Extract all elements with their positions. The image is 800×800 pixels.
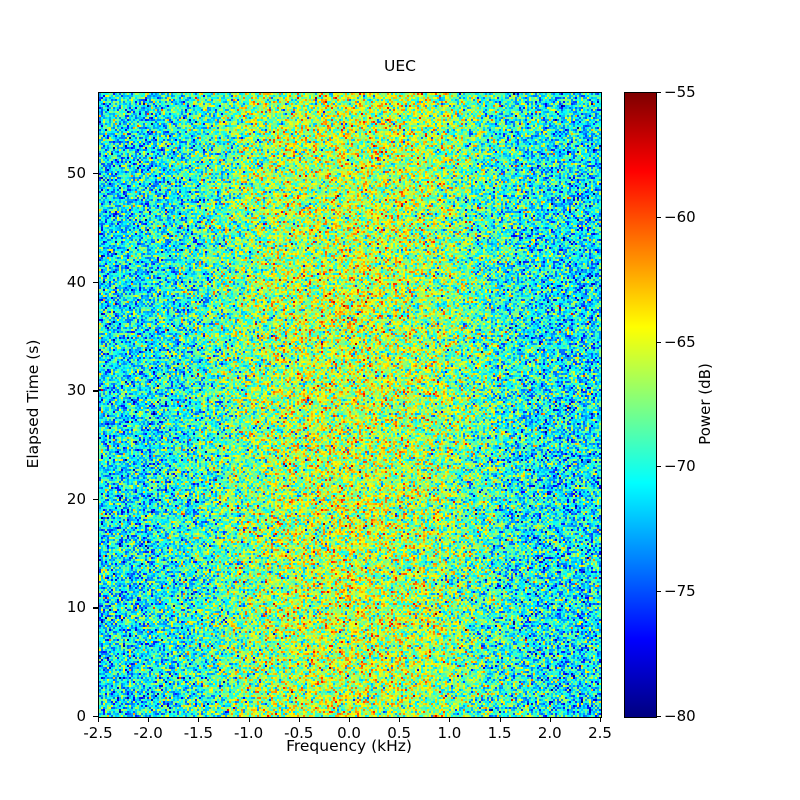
colorbar-tick-mark bbox=[656, 466, 661, 468]
y-tick-label: 0 bbox=[76, 707, 86, 725]
x-tick-label: 0.0 bbox=[337, 724, 361, 742]
y-tick-mark bbox=[93, 281, 98, 283]
y-tick-label: 50 bbox=[66, 164, 86, 183]
x-tick-label: 2.0 bbox=[537, 724, 562, 742]
colorbar-tick-label: −80 bbox=[664, 707, 696, 725]
y-tick-mark bbox=[93, 498, 98, 501]
y-tick-mark bbox=[93, 390, 98, 392]
colorbar-label: Power (dB) bbox=[696, 363, 714, 445]
spectrogram-image bbox=[99, 93, 601, 717]
colorbar-tick-mark bbox=[656, 716, 661, 718]
x-tick-label: -1.5 bbox=[183, 724, 214, 742]
y-tick-label: 40 bbox=[66, 272, 86, 291]
x-tick-mark bbox=[248, 717, 250, 722]
colorbar-tick-mark bbox=[656, 341, 661, 343]
colorbar-tick-label: −55 bbox=[664, 83, 696, 101]
y-tick-mark bbox=[93, 173, 98, 175]
colorbar-tick-label: −60 bbox=[664, 207, 696, 226]
x-tick-label: 0.5 bbox=[387, 724, 412, 742]
title-line-device: UEC bbox=[384, 57, 416, 75]
x-tick-label: -2.0 bbox=[133, 724, 163, 742]
x-tick-label: -2.5 bbox=[83, 724, 113, 742]
spectrogram-axes bbox=[98, 92, 602, 718]
x-axis-label: Frequency (kHz) bbox=[286, 737, 412, 755]
x-tick-label: -0.5 bbox=[284, 724, 314, 742]
colorbar-tick-mark bbox=[656, 92, 661, 94]
colorbar-tick-label: −75 bbox=[664, 582, 696, 601]
x-tick-mark bbox=[98, 717, 100, 722]
colorbar-tick-mark bbox=[656, 591, 661, 593]
x-tick-mark bbox=[449, 717, 451, 722]
y-tick-mark bbox=[93, 607, 98, 609]
x-tick-mark bbox=[298, 717, 300, 722]
x-tick-label: 2.5 bbox=[588, 724, 612, 742]
x-tick-mark bbox=[549, 717, 551, 722]
colorbar-tick-label: −70 bbox=[664, 457, 696, 476]
x-tick-mark bbox=[600, 717, 602, 722]
colorbar bbox=[624, 92, 657, 718]
y-tick-label: 30 bbox=[66, 381, 86, 400]
x-tick-mark bbox=[499, 717, 501, 722]
y-tick-mark bbox=[93, 716, 98, 718]
colorbar-gradient bbox=[625, 93, 656, 717]
x-tick-label: 1.5 bbox=[487, 724, 512, 742]
x-tick-mark bbox=[198, 717, 200, 722]
y-tick-label: 10 bbox=[66, 598, 86, 617]
y-axis-label: Elapsed Time (s) bbox=[24, 339, 42, 469]
colorbar-tick-mark bbox=[656, 216, 661, 218]
x-tick-label: -1.0 bbox=[233, 724, 264, 742]
y-tick-label: 20 bbox=[66, 489, 86, 508]
x-tick-label: 1.0 bbox=[437, 724, 462, 742]
x-tick-mark bbox=[148, 717, 150, 722]
x-tick-mark bbox=[349, 717, 351, 722]
colorbar-tick-label: −65 bbox=[664, 332, 696, 351]
x-tick-mark bbox=[399, 717, 401, 722]
